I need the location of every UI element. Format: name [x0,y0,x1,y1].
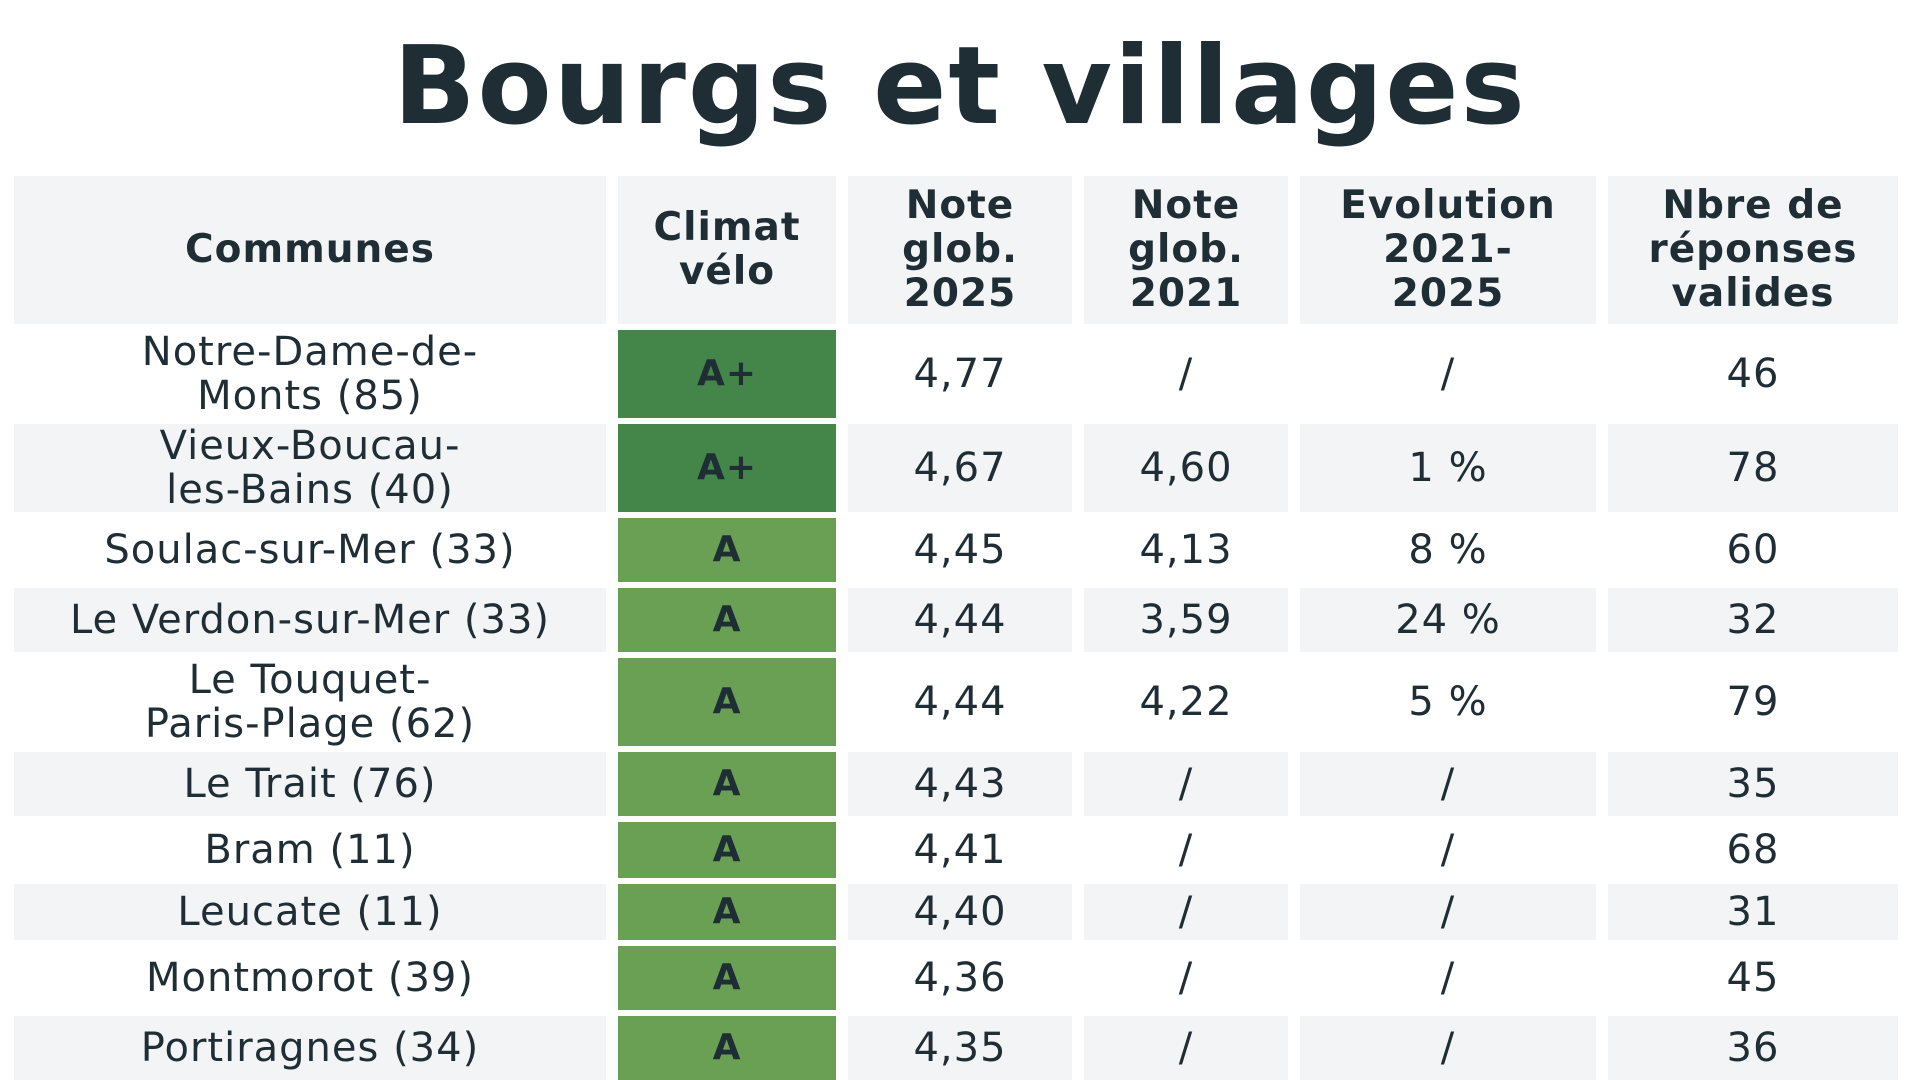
row-2-reponses: 60 [1608,518,1898,582]
row-5-climat-badge: A [618,752,836,816]
header-communes-label: Communes [185,227,435,272]
row-3-note-2021: 3,59 [1084,588,1288,652]
row-6-reponses: 68 [1608,822,1898,878]
header-note21-line3: 2021 [1129,271,1243,316]
row-1-climat-badge: A+ [618,424,836,512]
row-6-commune: Bram (11) [14,822,606,878]
header-evol-line3: 2025 [1391,271,1505,316]
row-4-note-2021: 4,22 [1084,658,1288,746]
row-9-commune: Portiragnes (34) [14,1016,606,1080]
row-0-climat-badge: A+ [618,330,836,418]
row-7-note-2025: 4,40 [848,884,1072,940]
row-0-note-2021: / [1084,330,1288,418]
header-evol-line2: 2021- [1383,227,1513,272]
row-3-commune: Le Verdon-sur-Mer (33) [14,588,606,652]
row-1-commune-line1: Vieux-Boucau- [159,423,461,469]
header-evolution: Evolution 2021- 2025 [1300,176,1596,324]
row-7-commune: Leucate (11) [14,884,606,940]
row-7-reponses: 31 [1608,884,1898,940]
row-9-evolution: / [1300,1016,1596,1080]
row-6-evolution: / [1300,822,1596,878]
row-6-climat-badge: A [618,822,836,878]
row-4-evolution: 5 % [1300,658,1596,746]
row-7-evolution: / [1300,884,1596,940]
page-title: Bourgs et villages [393,24,1527,149]
row-0-evolution: / [1300,330,1596,418]
row-7-note-2021: / [1084,884,1288,940]
header-rep-line2: réponses [1648,227,1858,272]
row-3-climat-badge: A [618,588,836,652]
ranking-table: Communes Climat vélo Note glob. 2025 Not… [14,176,1906,1080]
row-1-note-2021: 4,60 [1084,424,1288,512]
row-3-note-2025: 4,44 [848,588,1072,652]
row-6-note-2021: / [1084,822,1288,878]
row-6-note-2025: 4,41 [848,822,1072,878]
header-climat-line1: Climat [653,205,801,250]
row-8-note-2021: / [1084,946,1288,1010]
header-note21-line1: Note [1131,183,1241,228]
header-climat-line2: vélo [678,249,776,294]
row-9-reponses: 36 [1608,1016,1898,1080]
header-note-2021: Note glob. 2021 [1084,176,1288,324]
row-8-note-2025: 4,36 [848,946,1072,1010]
row-4-commune-line1: Le Touquet- [188,657,432,703]
header-rep-line1: Nbre de [1662,183,1844,228]
header-note21-line2: glob. [1128,227,1244,272]
row-0-commune-line2: Monts (85) [197,373,423,419]
row-1-commune-line2: les-Bains (40) [166,467,454,513]
row-1-evolution: 1 % [1300,424,1596,512]
row-1-commune: Vieux-Boucau-les-Bains (40) [14,424,606,512]
row-3-evolution: 24 % [1300,588,1596,652]
row-0-commune-line1: Notre-Dame-de- [141,329,479,375]
row-4-commune: Le Touquet- Paris-Plage (62) [14,658,606,746]
header-note25-line2: glob. [902,227,1018,272]
row-4-reponses: 79 [1608,658,1898,746]
header-rep-line3: valides [1671,271,1835,316]
row-1-reponses: 78 [1608,424,1898,512]
row-8-commune: Montmorot (39) [14,946,606,1010]
header-reponses: Nbre de réponses valides [1608,176,1898,324]
row-9-note-2021: / [1084,1016,1288,1080]
row-3-reponses: 32 [1608,588,1898,652]
row-5-commune: Le Trait (76) [14,752,606,816]
row-2-note-2021: 4,13 [1084,518,1288,582]
row-4-commune-line2: Paris-Plage (62) [144,701,476,747]
header-note25-line1: Note [905,183,1015,228]
row-0-note-2025: 4,77 [848,330,1072,418]
row-9-note-2025: 4,35 [848,1016,1072,1080]
row-7-climat-badge: A [618,884,836,940]
row-0-commune: Notre-Dame-de- Monts (85) [14,330,606,418]
header-communes: Communes [14,176,606,324]
row-8-reponses: 45 [1608,946,1898,1010]
row-1-note-2025: 4,67 [848,424,1072,512]
row-2-evolution: 8 % [1300,518,1596,582]
row-5-note-2025: 4,43 [848,752,1072,816]
row-8-climat-badge: A [618,946,836,1010]
row-2-commune: Soulac-sur-Mer (33) [14,518,606,582]
row-8-evolution: / [1300,946,1596,1010]
row-0-reponses: 46 [1608,330,1898,418]
row-2-climat-badge: A [618,518,836,582]
row-4-climat-badge: A [618,658,836,746]
header-note25-line3: 2025 [903,271,1017,316]
row-5-evolution: / [1300,752,1596,816]
header-evol-line1: Evolution [1340,183,1556,228]
row-4-note-2025: 4,44 [848,658,1072,746]
header-note-2025: Note glob. 2025 [848,176,1072,324]
row-5-reponses: 35 [1608,752,1898,816]
header-climat-velo: Climat vélo [618,176,836,324]
row-5-note-2021: / [1084,752,1288,816]
row-2-note-2025: 4,45 [848,518,1072,582]
row-9-climat-badge: A [618,1016,836,1080]
